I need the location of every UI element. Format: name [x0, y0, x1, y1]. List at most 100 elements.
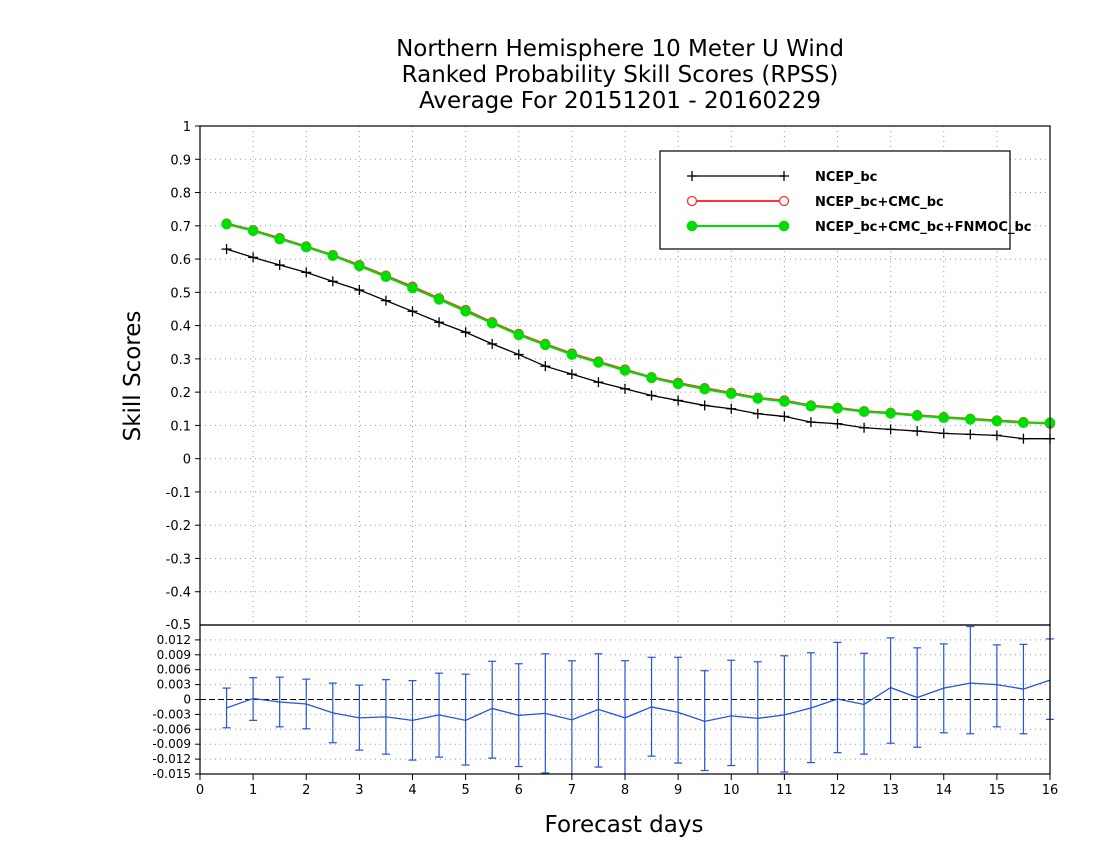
series-point-plus: [301, 267, 312, 278]
x-tick-label: 4: [408, 783, 416, 798]
series-line-1: [226, 222, 1051, 425]
top-y-tick-label: -0.4: [166, 586, 191, 601]
bottom-y-tick-label: 0: [183, 693, 191, 707]
chart-title-line-2: Ranked Probability Skill Scores (RPSS): [401, 62, 839, 88]
series-point-plus: [779, 411, 790, 422]
series-point-filled-circle: [832, 403, 843, 414]
series-point-filled-circle: [433, 294, 445, 305]
legend: NCEP_bc NCEP_bc+CMC_bc NCEP_bc+CMC_bc+FNMO…: [659, 150, 1031, 250]
x-tick-label: 5: [461, 783, 469, 798]
series-point-plus: [673, 395, 684, 406]
error-bar: [488, 660, 497, 759]
series-point-filled-circle: [991, 415, 1003, 427]
series-point-plus: [832, 418, 843, 429]
error-bar: [992, 644, 1001, 728]
legend-open-circle: [778, 195, 790, 207]
series-point-filled-circle: [805, 400, 817, 412]
series-point-plus: [513, 349, 524, 360]
error-bar: [966, 625, 975, 735]
series-point-filled-circle: [672, 378, 684, 390]
bottom-y-tick-label: 0.006: [157, 663, 191, 677]
top-panel-y-ticks: -0.4 -0.3 -0.2 -0.1 0 0.1 0.2 0.3 0.4 0.5 0.6 0.7 0.…: [166, 120, 200, 633]
series-point-filled-circle: [858, 406, 870, 418]
x-tick-label: 15: [989, 783, 1006, 798]
top-y-tick-label: 0.5: [170, 286, 191, 301]
series-point-plus: [965, 429, 976, 440]
series-point-plus: [805, 417, 816, 428]
x-axis-ticks: 0 1 2 3 4 5 6 7 8 9 10 11 12 13 14 15 16: [196, 774, 1058, 798]
series-point-filled-circle: [911, 410, 923, 422]
top-panel-series: [221, 218, 1056, 444]
legend-filled-circle: [778, 220, 790, 232]
error-bar: [700, 670, 709, 772]
bottom-panel-series: [222, 625, 1054, 774]
series-point-plus: [859, 422, 870, 433]
legend-filled-circle: [686, 220, 698, 232]
bottom-y-tick-label: 0.003: [157, 678, 191, 692]
series-point-plus: [646, 390, 657, 401]
series-point-filled-circle: [779, 396, 790, 407]
series-point-plus: [354, 285, 365, 296]
series-point-filled-circle: [725, 388, 737, 400]
legend-entry-1: NCEP_bc+CMC_bc: [815, 195, 944, 210]
top-y-tick-label: -0.1: [166, 486, 191, 501]
x-tick-label: 8: [621, 783, 629, 798]
top-y-tick-label: 0.1: [170, 419, 191, 434]
legend-entry-2: NCEP_bc+CMC_bc+FNMOC_bc: [815, 220, 1031, 235]
series-point-plus: [699, 400, 710, 411]
series-point-filled-circle: [354, 260, 365, 272]
x-tick-label: 2: [302, 783, 310, 798]
series-point-filled-circle: [380, 271, 392, 282]
series-point-plus: [487, 338, 498, 349]
bottom-y-tick-label: -0.009: [152, 737, 191, 751]
series-point-filled-circle: [274, 233, 285, 245]
error-bar: [833, 641, 842, 754]
series-point-filled-circle: [300, 241, 312, 253]
x-tick-label: 11: [776, 783, 793, 798]
series-point-filled-circle: [593, 357, 604, 368]
series-point-filled-circle: [407, 282, 418, 294]
series-point-plus: [434, 317, 445, 328]
top-y-tick-label: -0.2: [166, 519, 191, 534]
error-bar: [674, 656, 683, 764]
top-y-tick-label: -0.3: [166, 552, 191, 567]
series-point-plus: [380, 295, 391, 306]
x-tick-label: 6: [515, 783, 523, 798]
series-point-plus: [248, 252, 259, 263]
bottom-y-tick-label: -0.012: [152, 752, 191, 766]
bottom-y-tick-label: -0.015: [152, 767, 191, 781]
series-point-filled-circle: [619, 365, 631, 376]
series-point-plus: [752, 408, 763, 419]
series-point-plus: [938, 428, 949, 439]
error-bar: [461, 673, 470, 766]
series-point-filled-circle: [938, 412, 950, 424]
series-point-filled-circle: [327, 250, 339, 262]
series-point-plus: [566, 369, 577, 380]
top-y-tick-label: 0.2: [170, 386, 191, 401]
error-bar: [780, 655, 789, 773]
bottom-y-tick-label: -0.006: [152, 722, 191, 736]
bottom-y-tick-label: 0.009: [157, 648, 191, 662]
x-axis-label: Forecast days: [545, 812, 704, 838]
x-tick-label: 12: [829, 783, 846, 798]
x-tick-label: 7: [568, 783, 576, 798]
series-line-2: [226, 223, 1050, 424]
error-bar: [567, 660, 576, 774]
series-point-filled-circle: [885, 408, 896, 419]
x-tick-label: 0: [196, 783, 204, 798]
series-point-plus: [221, 244, 232, 255]
series-point-plus: [327, 276, 338, 287]
series-point-filled-circle: [752, 393, 764, 404]
series-point-plus: [912, 426, 923, 437]
chart-title-line-3: Average For 20151201 - 20160229: [418, 88, 822, 114]
difference-line: [226, 679, 1051, 723]
top-y-tick-label: 1: [183, 120, 191, 135]
legend-open-circle: [686, 195, 698, 207]
series-point-filled-circle: [566, 349, 578, 360]
series-point-filled-circle: [486, 317, 498, 329]
series-point-plus: [885, 424, 896, 435]
series-line-0: [226, 248, 1050, 440]
top-y-tick-label: 0.8: [170, 187, 191, 202]
series-point-plus: [460, 327, 471, 338]
series-point-plus: [593, 377, 604, 388]
